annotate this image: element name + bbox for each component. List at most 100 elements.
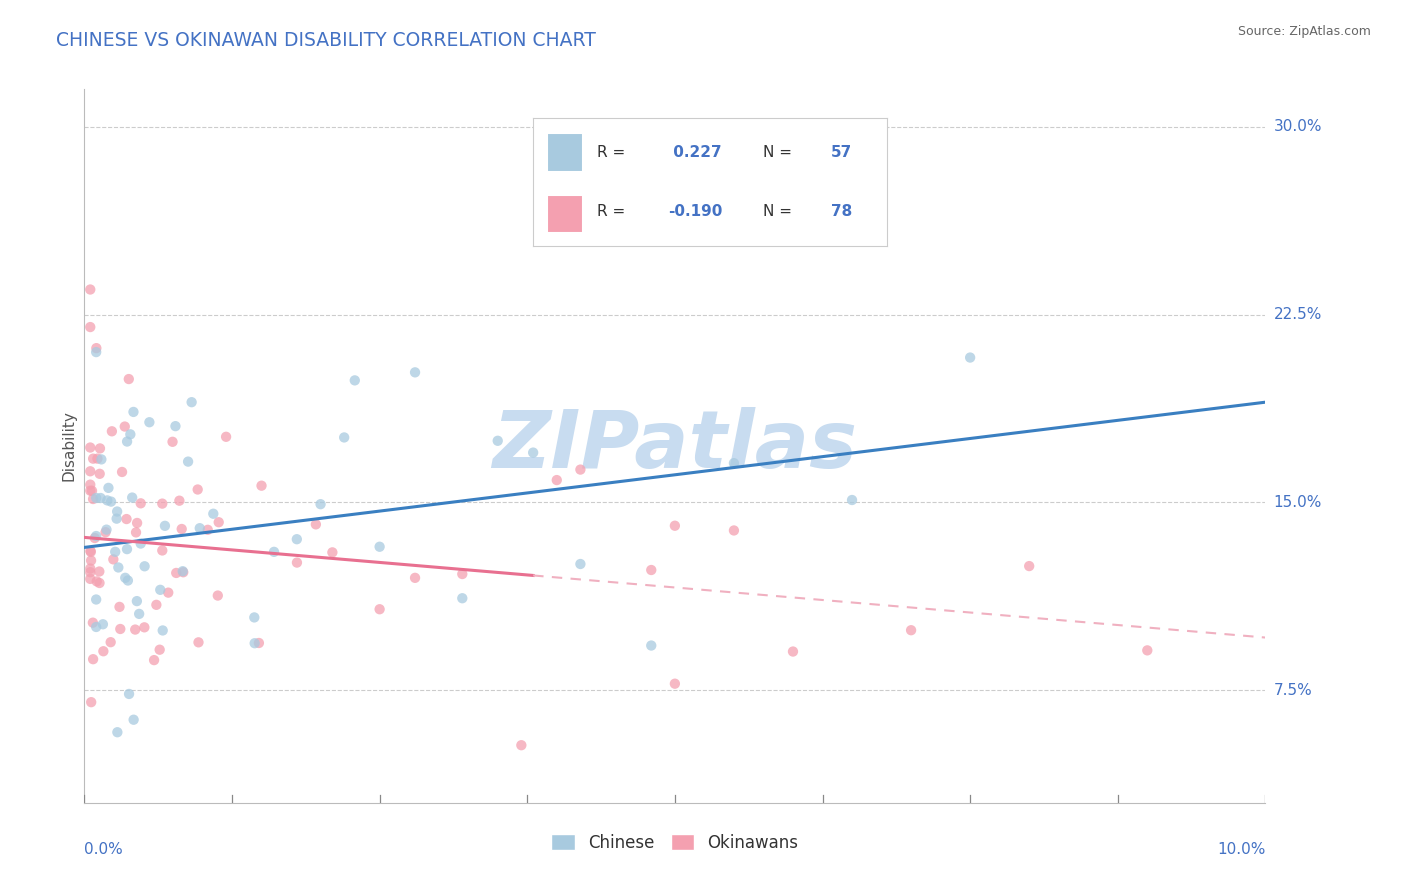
Point (107, 560, 129, 574)
Point (510, 738, 533, 752)
Point (368, 602, 391, 616)
Legend: Chinese, Okinawans: Chinese, Okinawans (544, 828, 806, 859)
Point (89, 565, 111, 579)
Point (138, 415, 160, 429)
Point (169, 493, 191, 508)
Point (115, 542, 138, 557)
Point (86, 574, 108, 589)
Point (1018, 559, 1040, 574)
Point (93, 644, 115, 658)
Point (208, 515, 231, 529)
Point (723, 524, 745, 538)
Point (118, 687, 141, 701)
Point (79, 283, 101, 297)
Point (145, 598, 167, 612)
Point (84, 491, 107, 505)
Point (451, 567, 474, 582)
Point (105, 725, 128, 739)
Point (79, 572, 101, 586)
Point (150, 497, 173, 511)
Point (404, 365, 426, 379)
Point (640, 563, 662, 577)
Point (96, 523, 118, 537)
Point (149, 582, 172, 597)
Point (1136, 643, 1159, 657)
Point (79, 544, 101, 558)
Point (80, 483, 103, 498)
Point (79, 477, 101, 491)
Point (207, 589, 229, 603)
Point (90, 452, 112, 467)
Point (125, 594, 148, 608)
Text: 7.5%: 7.5% (1274, 682, 1312, 698)
Point (157, 585, 180, 599)
Point (117, 574, 139, 588)
Point (129, 536, 152, 550)
Text: ZIPatlas: ZIPatlas (492, 407, 858, 485)
Point (80, 553, 103, 567)
Point (959, 351, 981, 365)
Point (150, 543, 173, 558)
Point (97, 481, 120, 495)
Point (79, 565, 101, 579)
Text: 30.0%: 30.0% (1274, 120, 1322, 135)
Point (129, 496, 152, 510)
Point (187, 483, 209, 497)
Text: 15.0%: 15.0% (1274, 495, 1322, 510)
Point (188, 521, 211, 535)
Point (782, 644, 804, 658)
Text: 0.0%: 0.0% (84, 842, 124, 856)
Point (118, 372, 141, 386)
Point (285, 532, 308, 546)
Point (82, 491, 104, 506)
Point (640, 639, 662, 653)
Point (263, 545, 285, 559)
Point (105, 511, 128, 525)
Point (546, 473, 568, 487)
Point (86, 341, 108, 355)
Point (243, 610, 266, 624)
Point (79, 561, 101, 575)
Point (103, 552, 125, 566)
Point (125, 525, 148, 540)
Point (114, 571, 136, 585)
Point (197, 523, 219, 537)
Point (84, 620, 107, 634)
Point (101, 425, 124, 439)
Point (122, 713, 145, 727)
Point (104, 545, 127, 559)
Point (343, 373, 366, 387)
Point (100, 635, 122, 649)
Point (80, 545, 103, 559)
Point (172, 566, 194, 580)
Point (243, 636, 266, 650)
Point (451, 591, 474, 606)
Point (84, 529, 107, 543)
Text: 22.5%: 22.5% (1274, 307, 1322, 322)
Point (250, 478, 273, 492)
Point (165, 419, 187, 434)
Point (96, 493, 118, 508)
Point (172, 564, 194, 578)
Point (247, 636, 270, 650)
Point (86, 451, 108, 466)
Point (80, 695, 103, 709)
Point (79, 483, 101, 498)
Point (177, 455, 200, 469)
Point (128, 607, 150, 621)
Point (79, 320, 101, 334)
Point (89, 467, 111, 481)
Text: CHINESE VS OKINAWAN DISABILITY CORRELATION CHART: CHINESE VS OKINAWAN DISABILITY CORRELATI… (56, 31, 596, 50)
Point (124, 623, 146, 637)
Point (170, 522, 193, 536)
Point (110, 622, 132, 636)
Point (115, 512, 138, 526)
Point (152, 624, 174, 638)
Point (285, 556, 308, 570)
Point (187, 635, 209, 649)
Point (82, 451, 104, 466)
Point (79, 464, 101, 478)
Point (84, 592, 107, 607)
Point (122, 405, 145, 419)
Point (105, 504, 128, 518)
